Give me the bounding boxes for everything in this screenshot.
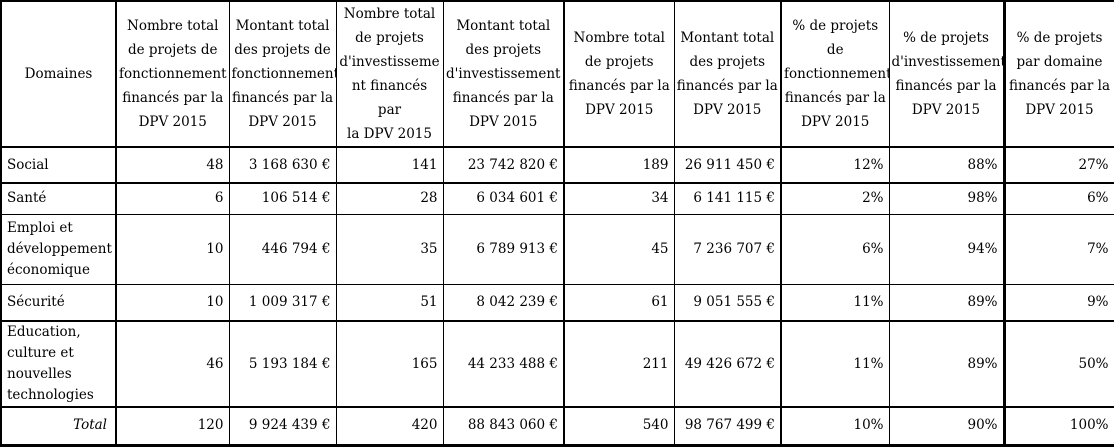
- row-label: Social: [0, 146, 117, 184]
- column-header-nb-projets-total: Nombre total de projets financés par la …: [563, 0, 675, 148]
- table-row-social: Social 48 3 168 630 € 141 23 742 820 € 1…: [0, 146, 1114, 184]
- table-row-securite: Sécurité 10 1 009 317 € 51 8 042 239 € 6…: [0, 283, 1114, 322]
- column-header-nb-projets-investissement: Nombre total de projets d'investisseme n…: [335, 0, 444, 148]
- cell: 6: [115, 182, 230, 215]
- cell: 189: [563, 146, 675, 184]
- cell: 51: [335, 283, 444, 322]
- header-row: Domaines Nombre total de projets de fonc…: [0, 0, 1114, 148]
- cell: 6 141 115 €: [673, 182, 782, 215]
- cell: 165: [335, 320, 444, 408]
- cell: 10: [115, 213, 230, 285]
- cell: 23 742 820 €: [442, 146, 565, 184]
- column-header-domaines: Domaines: [0, 0, 117, 148]
- table-row-emploi: Emploi et développement économique 10 44…: [0, 213, 1114, 285]
- row-label: Santé: [0, 182, 117, 215]
- cell: 1 009 317 €: [228, 283, 337, 322]
- cell: 10%: [780, 406, 890, 446]
- cell: 540: [563, 406, 675, 446]
- cell: 88%: [888, 146, 1005, 184]
- cell: 9 924 439 €: [228, 406, 337, 446]
- cell: 44 233 488 €: [442, 320, 565, 408]
- cell: 11%: [780, 320, 890, 408]
- cell: 98 767 499 €: [673, 406, 782, 446]
- cell: 12%: [780, 146, 890, 184]
- cell: 94%: [888, 213, 1005, 285]
- cell: 26 911 450 €: [673, 146, 782, 184]
- cell: 211: [563, 320, 675, 408]
- cell: 120: [115, 406, 230, 446]
- cell: 6%: [1002, 182, 1114, 215]
- cell: 88 843 060 €: [442, 406, 565, 446]
- cell: 3 168 630 €: [228, 146, 337, 184]
- row-label: Sécurité: [0, 283, 117, 322]
- cell: 10: [115, 283, 230, 322]
- row-label: Emploi et développement économique: [0, 213, 117, 285]
- cell: 8 042 239 €: [442, 283, 565, 322]
- cell: 11%: [780, 283, 890, 322]
- cell: 6%: [780, 213, 890, 285]
- cell: 9 051 555 €: [673, 283, 782, 322]
- cell: 7%: [1002, 213, 1114, 285]
- cell: 61: [563, 283, 675, 322]
- cell: 446 794 €: [228, 213, 337, 285]
- cell: 2%: [780, 182, 890, 215]
- cell: 100%: [1002, 406, 1114, 446]
- cell: 35: [335, 213, 444, 285]
- cell: 90%: [888, 406, 1005, 446]
- cell: 89%: [888, 320, 1005, 408]
- cell: 9%: [1002, 283, 1114, 322]
- column-header-montant-total: Montant total des projets financés par l…: [673, 0, 782, 148]
- column-header-pct-par-domaine: % de projets par domaine financés par la…: [1002, 0, 1114, 148]
- cell: 6 034 601 €: [442, 182, 565, 215]
- cell: 420: [335, 406, 444, 446]
- cell: 141: [335, 146, 444, 184]
- column-header-montant-fonctionnement: Montant total des projets de fonctionnem…: [228, 0, 337, 148]
- total-row-label: Total: [0, 406, 117, 446]
- table-row-education: Education, culture et nouvelles technolo…: [0, 320, 1114, 408]
- table-row-sante: Santé 6 106 514 € 28 6 034 601 € 34 6 14…: [0, 182, 1114, 215]
- cell: 46: [115, 320, 230, 408]
- cell: 28: [335, 182, 444, 215]
- cell: 106 514 €: [228, 182, 337, 215]
- cell: 50%: [1002, 320, 1114, 408]
- table-row-total: Total 120 9 924 439 € 420 88 843 060 € 5…: [0, 406, 1114, 446]
- cell: 48: [115, 146, 230, 184]
- column-header-nb-projets-fonctionnement: Nombre total de projets de fonctionnemen…: [115, 0, 230, 148]
- column-header-pct-investissement: % de projets d'investissement financés p…: [888, 0, 1005, 148]
- cell: 49 426 672 €: [673, 320, 782, 408]
- cell: 27%: [1002, 146, 1114, 184]
- cell: 89%: [888, 283, 1005, 322]
- cell: 34: [563, 182, 675, 215]
- cell: 98%: [888, 182, 1005, 215]
- cell: 5 193 184 €: [228, 320, 337, 408]
- cell: 6 789 913 €: [442, 213, 565, 285]
- cell: 45: [563, 213, 675, 285]
- column-header-pct-fonctionnement: % de projets de fonctionnement financés …: [780, 0, 890, 148]
- row-label: Education, culture et nouvelles technolo…: [0, 320, 117, 408]
- cell: 7 236 707 €: [673, 213, 782, 285]
- column-header-montant-investissement: Montant total des projets d'investisseme…: [442, 0, 565, 148]
